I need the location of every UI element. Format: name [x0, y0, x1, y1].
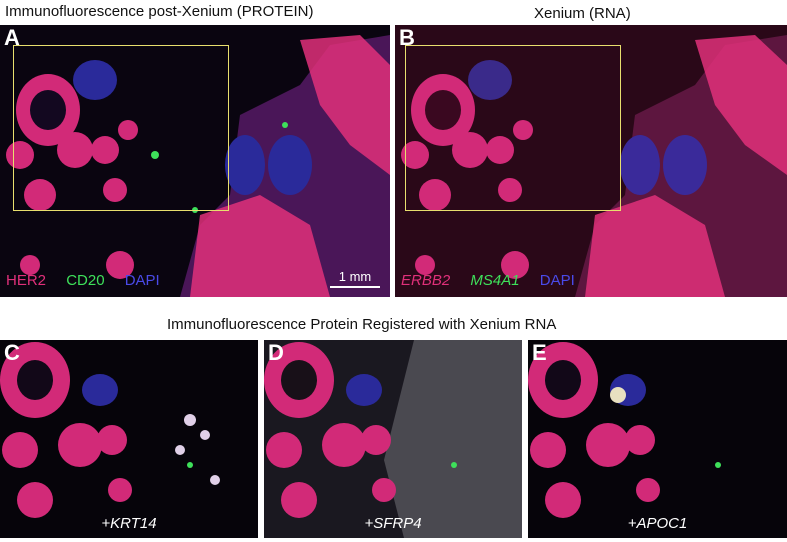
panel-e-gene-label: +APOC1: [627, 515, 688, 532]
panel-b-image: B ERBB2 MS4A1 DAPI: [395, 25, 787, 297]
panel-c-image: C +KRT14: [0, 340, 258, 538]
panel-b-title: Xenium (RNA): [534, 5, 631, 22]
legend-erbb2: ERBB2: [401, 272, 451, 289]
legend-cd20: CD20: [66, 272, 105, 289]
legend-dapi: DAPI: [124, 272, 160, 289]
roi-box-a: [13, 45, 229, 211]
scale-bar-line: [330, 286, 380, 288]
legend-ms4a1: MS4A1: [470, 272, 520, 289]
legend-her2: HER2: [6, 272, 47, 289]
panel-d-letter: D: [268, 340, 284, 365]
legend-dapi-b: DAPI: [539, 272, 575, 289]
panel-b-legend: ERBB2 MS4A1 DAPI: [401, 272, 591, 289]
panel-a-letter: A: [4, 25, 20, 50]
panel-d-gene-label: +SFRP4: [364, 515, 422, 532]
panel-e-image: E +APOC1: [528, 340, 787, 538]
panel-e-letter: E: [532, 340, 547, 365]
bottom-row-title: Immunofluorescence Protein Registered wi…: [167, 316, 557, 333]
panel-a-legend: HER2 CD20 DAPI: [6, 272, 176, 289]
tissue-image-b: [395, 25, 787, 297]
panel-c-gene-label: +KRT14: [101, 515, 157, 532]
panel-a-image: A HER2 CD20 DAPI 1 mm: [0, 25, 390, 297]
panel-a-title: Immunofluorescence post-Xenium (PROTEIN): [5, 3, 314, 20]
panel-d-image: D +SFRP4: [264, 340, 522, 538]
tissue-image-d: [264, 340, 522, 538]
tissue-image-a: [0, 25, 390, 297]
scale-bar: 1 mm: [330, 269, 380, 288]
panel-b-letter: B: [399, 25, 415, 50]
tissue-image-c: [0, 340, 258, 538]
tissue-image-e: [528, 340, 787, 538]
scale-bar-label: 1 mm: [338, 269, 372, 284]
roi-box-b: [405, 45, 621, 211]
panel-c-letter: C: [4, 340, 20, 365]
